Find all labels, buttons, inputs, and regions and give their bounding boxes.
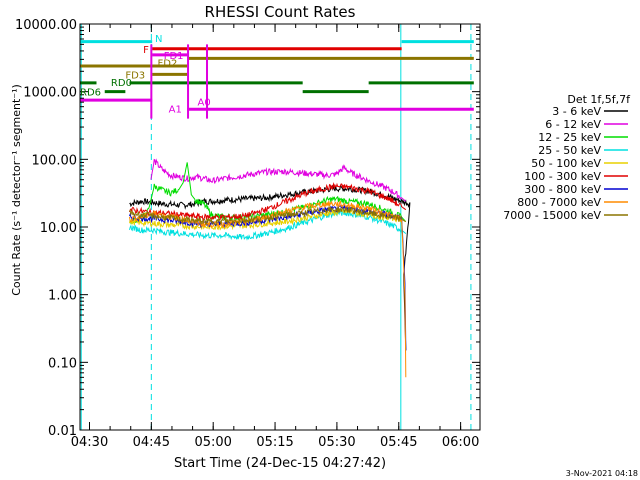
x-tick-label: 04:45 xyxy=(133,435,170,450)
status-label-f: F xyxy=(143,45,149,56)
series-25-50-keV xyxy=(129,208,407,241)
legend-entry-label: 800 - 7000 keV xyxy=(517,196,601,209)
legend-entry-label: 12 - 25 keV xyxy=(538,131,601,144)
status-label-a1: A1 xyxy=(169,105,182,116)
series-300-800-keV xyxy=(129,203,407,351)
data-series-layer xyxy=(129,158,411,378)
y-tick-label: 0.01 xyxy=(48,424,77,439)
instrument-status-lines xyxy=(80,24,474,430)
legend-entry-label: 25 - 50 keV xyxy=(538,144,601,157)
status-label-rd6: RD6 xyxy=(80,88,101,99)
legend-entry-label: 7000 - 15000 keV xyxy=(503,209,601,222)
axes: 10000.001000.00100.0010.001.000.100.0104… xyxy=(15,18,481,450)
series-800-7000-keV xyxy=(129,200,407,378)
plot-frame xyxy=(79,23,481,431)
legend-entry-label: 100 - 300 keV xyxy=(524,170,601,183)
x-tick-label: 06:00 xyxy=(442,435,479,450)
legend-entry-label: 50 - 100 keV xyxy=(531,157,601,170)
footer-timestamp: 3-Nov-2021 04:18 xyxy=(566,469,638,478)
status-label-a0: A0 xyxy=(198,97,211,108)
status-label-rd0: RD0 xyxy=(111,78,132,89)
status-label-n: N xyxy=(155,34,162,45)
legend-title: Det 1f,5f,7f xyxy=(567,93,631,106)
y-tick-label: 100.00 xyxy=(32,153,78,168)
y-tick-label: 1.00 xyxy=(48,289,77,304)
x-axis-label: Start Time (24-Dec-15 04:27:42) xyxy=(174,456,386,471)
x-tick-label: 05:00 xyxy=(194,435,231,450)
x-tick-label: 04:30 xyxy=(71,435,108,450)
y-axis-label: Count Rate (s⁻¹ detector⁻¹ segment⁻¹) xyxy=(10,84,23,296)
x-tick-label: 05:15 xyxy=(256,435,293,450)
status-label-fd3: FD3 xyxy=(125,70,145,81)
series-3-6-keV xyxy=(129,184,411,351)
x-tick-label: 05:45 xyxy=(380,435,417,450)
series-7000-15000-keV xyxy=(129,205,406,226)
y-tick-label: 1000.00 xyxy=(23,86,77,101)
legend-entry-label: 3 - 6 keV xyxy=(552,105,601,118)
chart-title: RHESSI Count Rates xyxy=(205,3,356,21)
series-6-12-keV xyxy=(150,158,407,202)
y-tick-label: 0.10 xyxy=(48,356,77,371)
y-tick-label: 10000.00 xyxy=(15,18,77,33)
legend-entry-label: 300 - 800 keV xyxy=(524,183,601,196)
legend-entry-label: 6 - 12 keV xyxy=(545,118,601,131)
y-tick-label: 10.00 xyxy=(40,221,77,236)
status-label-fd2: FD2 xyxy=(158,58,178,69)
x-tick-label: 05:30 xyxy=(318,435,355,450)
status-label-fd1: FD1 xyxy=(164,51,184,62)
